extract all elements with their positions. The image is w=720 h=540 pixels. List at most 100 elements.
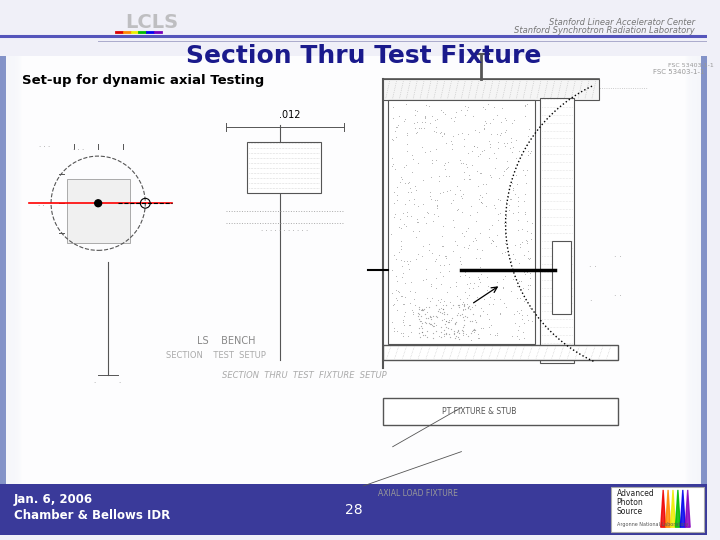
Point xyxy=(386,288,397,297)
Bar xyxy=(383,397,618,425)
Point xyxy=(436,132,447,140)
Point xyxy=(462,280,473,288)
Point xyxy=(400,114,411,123)
Point xyxy=(486,220,498,229)
Point xyxy=(417,252,428,261)
Point xyxy=(459,302,470,310)
Point xyxy=(522,316,534,325)
Point xyxy=(421,293,433,302)
Point xyxy=(413,303,425,312)
Point xyxy=(464,211,475,219)
Point xyxy=(447,247,459,255)
Point xyxy=(413,314,425,323)
Point xyxy=(446,316,457,325)
Point xyxy=(397,208,408,217)
Point xyxy=(431,128,442,137)
Point xyxy=(492,231,503,239)
Point xyxy=(459,271,471,279)
Point xyxy=(452,326,464,335)
Point xyxy=(395,242,407,251)
Point xyxy=(449,319,461,327)
Point xyxy=(447,196,459,205)
Point xyxy=(453,329,464,338)
Point xyxy=(477,180,488,188)
Bar xyxy=(702,56,707,484)
Point xyxy=(428,217,439,226)
Point xyxy=(433,305,445,313)
Point xyxy=(495,117,507,126)
Point xyxy=(488,103,500,112)
Point xyxy=(501,156,513,165)
Point xyxy=(508,184,519,192)
Point xyxy=(410,181,421,190)
Point xyxy=(500,116,511,125)
Point xyxy=(449,190,461,198)
Point xyxy=(508,250,519,259)
Point xyxy=(411,218,423,227)
Point xyxy=(500,248,511,256)
Point xyxy=(431,201,443,210)
Bar xyxy=(388,100,535,343)
Point xyxy=(419,318,431,326)
Point xyxy=(483,137,495,146)
Point xyxy=(508,209,519,218)
Point xyxy=(419,114,431,123)
Point xyxy=(428,329,439,338)
Point xyxy=(418,306,429,315)
Point xyxy=(488,200,500,209)
Point xyxy=(452,129,464,138)
Bar xyxy=(0,56,10,484)
Point xyxy=(454,294,466,303)
Point xyxy=(462,103,474,111)
Bar xyxy=(0,56,19,484)
Point xyxy=(488,294,500,303)
Bar xyxy=(697,56,707,484)
Point xyxy=(426,159,438,167)
Point xyxy=(402,139,413,148)
Point xyxy=(508,310,519,319)
Point xyxy=(467,326,479,334)
Point xyxy=(517,328,528,336)
Point xyxy=(500,128,511,137)
Point xyxy=(436,106,447,114)
Point xyxy=(519,102,531,110)
Point xyxy=(423,302,435,311)
Point xyxy=(413,309,425,318)
Point xyxy=(425,312,436,321)
Point xyxy=(475,270,487,279)
Point xyxy=(413,329,425,338)
Point xyxy=(409,288,420,296)
Point xyxy=(438,130,450,138)
Point xyxy=(514,242,526,251)
Point xyxy=(449,117,460,125)
Bar xyxy=(0,56,9,484)
Point xyxy=(430,123,441,132)
Point xyxy=(402,257,413,266)
Text: PT FIXTURE & STUB: PT FIXTURE & STUB xyxy=(442,407,516,416)
Text: Set-up for dynamic axial Testing: Set-up for dynamic axial Testing xyxy=(22,74,264,87)
Point xyxy=(452,308,464,317)
Point xyxy=(398,312,410,320)
Point xyxy=(495,129,506,137)
Point xyxy=(492,210,504,218)
Point xyxy=(431,145,442,153)
Point xyxy=(521,166,532,174)
Point xyxy=(487,115,499,124)
Point xyxy=(507,147,518,156)
Point xyxy=(401,147,413,156)
Point xyxy=(387,114,399,123)
Point xyxy=(518,197,529,206)
Point xyxy=(434,268,446,277)
Text: 28: 28 xyxy=(345,503,362,517)
Point xyxy=(387,134,398,143)
Point xyxy=(409,124,420,132)
Point xyxy=(435,327,446,336)
Point xyxy=(410,301,421,309)
Point xyxy=(494,130,505,139)
Bar xyxy=(0,56,6,484)
Point xyxy=(505,138,517,146)
Point xyxy=(410,186,421,195)
Point xyxy=(471,235,482,244)
Point xyxy=(452,326,464,335)
Point xyxy=(392,295,403,304)
